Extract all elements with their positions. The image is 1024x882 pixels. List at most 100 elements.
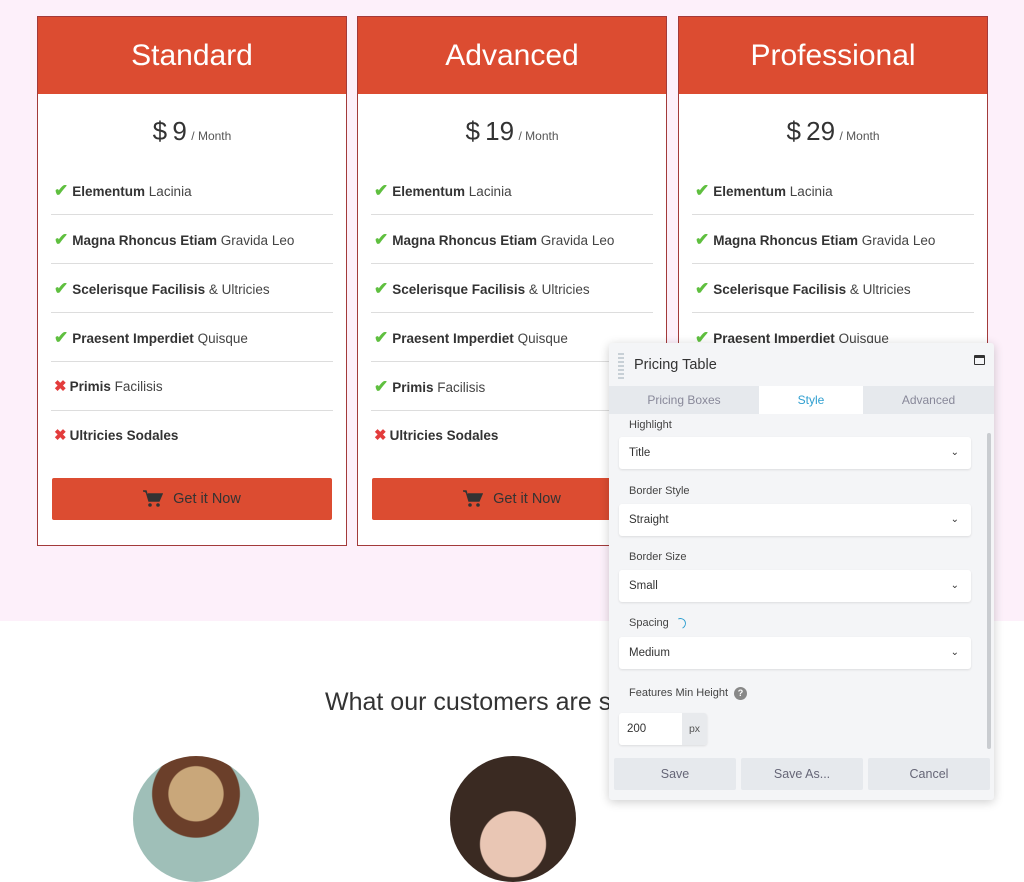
- drag-handle-icon[interactable]: [618, 353, 624, 379]
- highlight-select[interactable]: Title ⌄: [619, 437, 971, 469]
- help-icon[interactable]: ?: [734, 687, 748, 700]
- tab-style[interactable]: Style: [759, 386, 863, 414]
- pricing-card-standard: Standard $ 9 / Month ✔ Elementum Lacinia ✔…: [37, 16, 347, 546]
- feature-name: Elementum: [392, 184, 466, 199]
- feature-item: ✖ Ultricies Sodales: [371, 411, 653, 460]
- check-icon: ✔: [695, 328, 710, 347]
- maximize-icon[interactable]: [974, 355, 985, 365]
- button-label: Get it Now: [493, 491, 561, 507]
- feature-name: Elementum: [72, 184, 146, 199]
- feature-name: Scelerisque Facilisis: [72, 282, 206, 297]
- border-style-select[interactable]: Straight ⌄: [619, 504, 971, 536]
- feature-item: ✔ Praesent Imperdiet Quisque: [371, 313, 653, 362]
- feature-name: Primis: [392, 380, 434, 395]
- features-min-height-input[interactable]: [619, 713, 682, 745]
- chevron-down-icon: ⌄: [950, 647, 959, 658]
- tab-pricing-boxes[interactable]: Pricing Boxes: [647, 393, 721, 407]
- cross-icon: ✖: [54, 378, 67, 395]
- chevron-down-icon: ⌄: [950, 447, 959, 458]
- feature-item: ✔ Elementum Lacinia: [692, 166, 974, 215]
- plan-price: $ 9 / Month: [38, 116, 346, 156]
- plan-price: $ 29 / Month: [679, 116, 987, 156]
- spacing-label: Spacing: [629, 617, 669, 629]
- feature-name: Ultricies Sodales: [69, 428, 179, 443]
- feature-item: ✔ Praesent Imperdiet Quisque: [692, 313, 974, 362]
- get-it-now-button[interactable]: Get it Now: [372, 478, 652, 520]
- features-min-height-field: px: [619, 713, 707, 745]
- check-icon: ✔: [695, 230, 710, 249]
- check-icon: ✔: [695, 181, 710, 200]
- feature-item: ✔ Scelerisque Facilisis & Ultricies: [371, 264, 653, 313]
- check-icon: ✔: [374, 377, 389, 396]
- border-style-value: Straight: [629, 514, 669, 526]
- panel-footer: Save Save As... Cancel: [614, 758, 990, 790]
- features-min-height-label: Features Min Height: [629, 687, 729, 699]
- testimonials-heading: What our customers are s: [325, 688, 612, 716]
- cancel-button[interactable]: Cancel: [868, 758, 990, 790]
- feature-list: ✔ Elementum Lacinia ✔ Magna Rhoncus Etiam G…: [371, 166, 653, 460]
- feature-item: ✔ Scelerisque Facilisis & Ultricies: [51, 264, 333, 313]
- border-size-value: Small: [629, 580, 658, 592]
- unit-label: px: [682, 713, 707, 745]
- feature-name: Magna Rhoncus Etiam: [392, 233, 538, 248]
- check-icon: ✔: [54, 328, 69, 347]
- feature-detail: & Ultricies: [849, 282, 911, 297]
- plan-title: Standard: [38, 17, 346, 94]
- feature-item: ✔ Scelerisque Facilisis & Ultricies: [692, 264, 974, 313]
- plan-title: Advanced: [358, 17, 666, 94]
- feature-detail: Gravida Leo: [861, 233, 936, 248]
- chevron-down-icon: ⌄: [950, 580, 959, 591]
- check-icon: ✔: [695, 279, 710, 298]
- customer-avatar: [133, 756, 259, 882]
- tab-advanced[interactable]: Advanced: [901, 393, 956, 407]
- feature-name: Ultricies Sodales: [389, 428, 499, 443]
- price-amount: $ 29: [786, 116, 836, 146]
- button-label: Get it Now: [173, 491, 241, 507]
- price-amount: $ 19: [465, 116, 515, 146]
- border-size-select[interactable]: Small ⌄: [619, 570, 971, 602]
- check-icon: ✔: [54, 181, 69, 200]
- features-min-height-label-row: Features Min Height?: [629, 687, 748, 700]
- feature-item: ✔ Elementum Lacinia: [51, 166, 333, 215]
- price-period: / Month: [518, 129, 559, 143]
- save-button[interactable]: Save: [614, 758, 736, 790]
- spacing-label-row: Spacing: [629, 616, 688, 631]
- feature-list: ✔ Elementum Lacinia ✔ Magna Rhoncus Etiam G…: [692, 166, 974, 362]
- feature-name: Praesent Imperdiet: [72, 331, 194, 346]
- feature-item: ✔ Praesent Imperdiet Quisque: [51, 313, 333, 362]
- check-icon: ✔: [374, 328, 389, 347]
- feature-detail: Facilisis: [437, 380, 486, 395]
- feature-detail: Quisque: [838, 331, 889, 346]
- save-as-button[interactable]: Save As...: [741, 758, 863, 790]
- feature-item: ✔ Primis Facilisis: [371, 362, 653, 411]
- check-icon: ✔: [374, 230, 389, 249]
- pricing-card-advanced: Advanced $ 19 / Month ✔ Elementum Lacinia…: [357, 16, 667, 546]
- cart-icon: [143, 490, 164, 507]
- feature-name: Magna Rhoncus Etiam: [72, 233, 218, 248]
- check-icon: ✔: [374, 181, 389, 200]
- plan-price: $ 19 / Month: [358, 116, 666, 156]
- feature-detail: Lacinia: [148, 184, 192, 199]
- plan-title: Professional: [679, 17, 987, 94]
- panel-header[interactable]: Pricing Table: [609, 343, 994, 386]
- feature-detail: & Ultricies: [208, 282, 270, 297]
- feature-detail: Quisque: [197, 331, 248, 346]
- highlight-value: Title: [629, 447, 651, 459]
- price-period: / Month: [839, 129, 880, 143]
- cart-icon: [463, 490, 484, 507]
- spacing-select[interactable]: Medium ⌄: [619, 637, 971, 669]
- spacing-value: Medium: [629, 647, 670, 659]
- feature-detail: Gravida Leo: [540, 233, 615, 248]
- scrollbar[interactable]: [987, 433, 991, 749]
- check-icon: ✔: [54, 230, 69, 249]
- panel-title: Pricing Table: [634, 357, 717, 373]
- border-size-label: Border Size: [629, 551, 687, 563]
- get-it-now-button[interactable]: Get it Now: [52, 478, 332, 520]
- price-amount: $ 9: [152, 116, 187, 146]
- feature-name: Scelerisque Facilisis: [713, 282, 847, 297]
- cross-icon: ✖: [374, 427, 387, 444]
- loading-spinner-icon: [673, 616, 688, 631]
- feature-item: ✔ Magna Rhoncus Etiam Gravida Leo: [371, 215, 653, 264]
- border-style-label: Border Style: [629, 485, 690, 497]
- feature-name: Primis: [69, 379, 111, 394]
